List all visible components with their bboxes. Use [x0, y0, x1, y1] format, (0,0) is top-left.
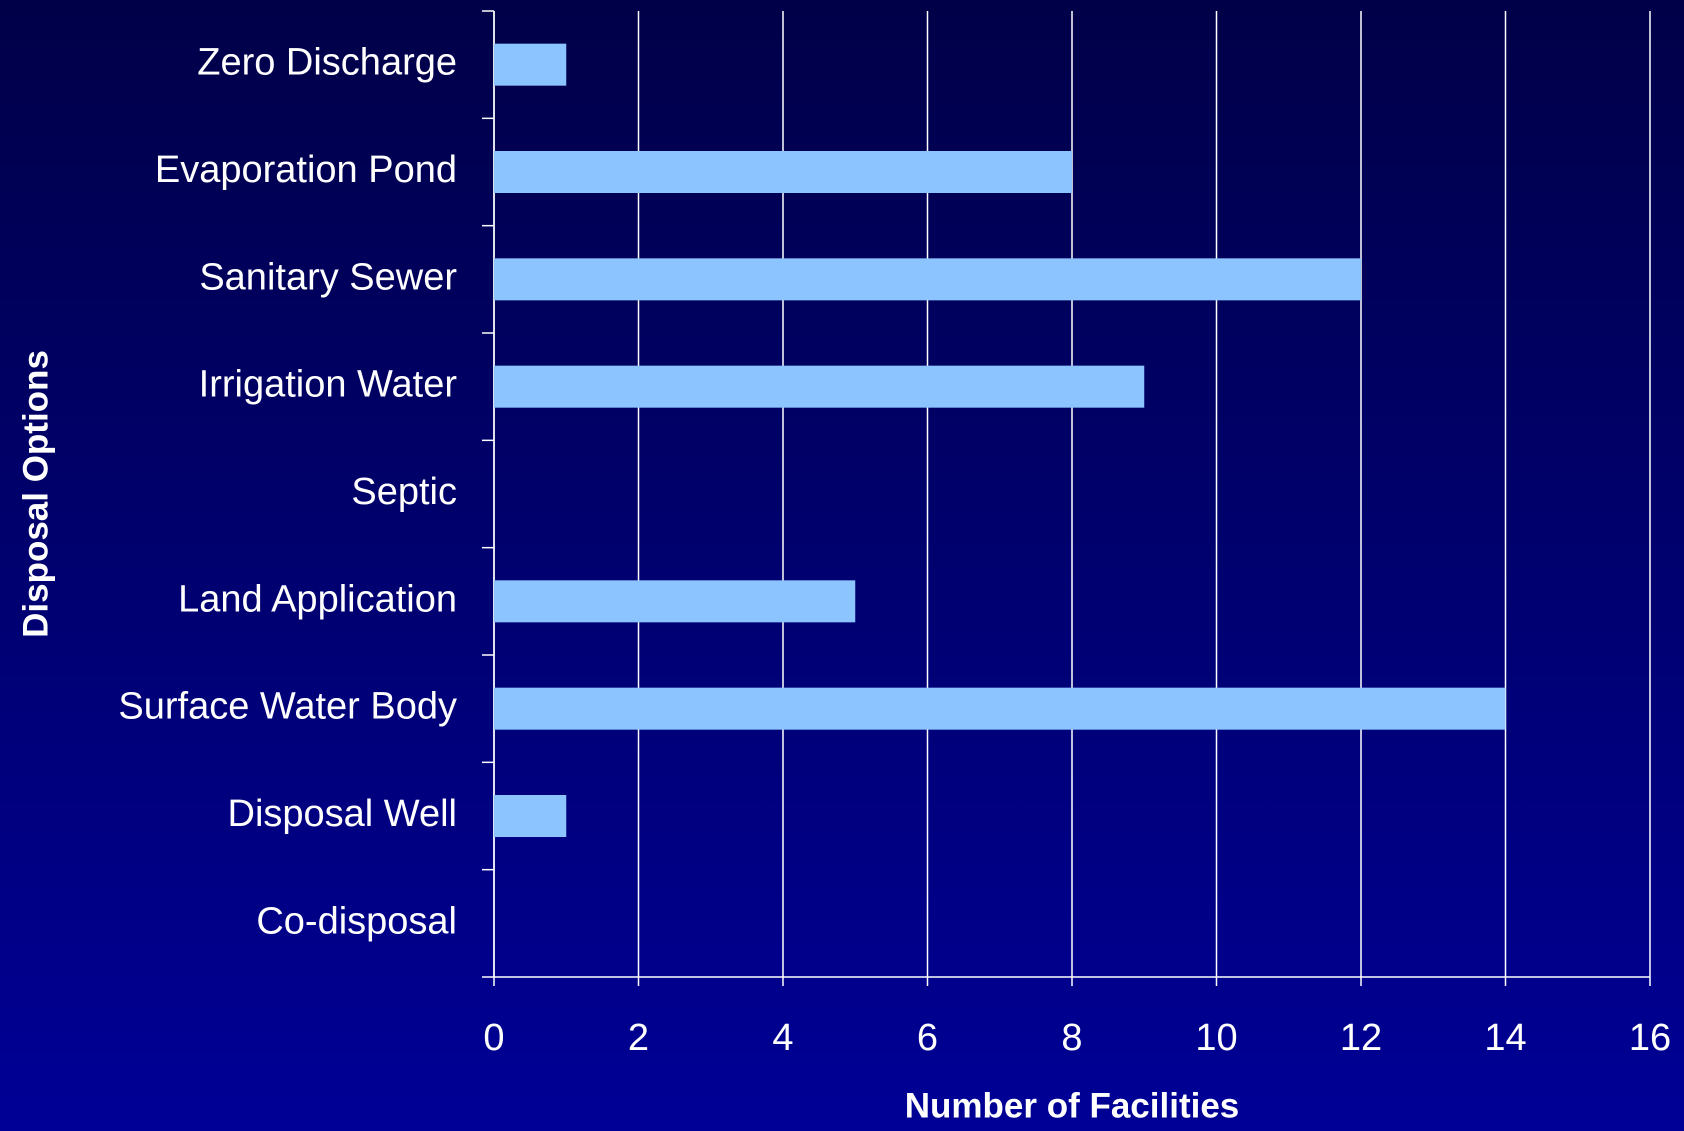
x-tick-label: 12 [1340, 1017, 1382, 1059]
y-tick-label: Land Application [178, 578, 457, 620]
y-axis-title: Disposal Options [16, 350, 55, 638]
bar [494, 580, 856, 623]
bar [494, 258, 1361, 301]
y-tick-label: Zero Discharge [197, 42, 457, 84]
x-tick-label: 0 [483, 1017, 504, 1059]
x-tick-label: 8 [1061, 1017, 1082, 1059]
x-tick-label: 14 [1484, 1017, 1526, 1059]
y-tick-label: Irrigation Water [199, 364, 458, 406]
x-axis-title: Number of Facilities [905, 1086, 1240, 1125]
x-tick-label: 16 [1629, 1017, 1671, 1059]
y-tick-label: Co-disposal [256, 900, 457, 942]
x-tick-label: 6 [917, 1017, 938, 1059]
bar [494, 687, 1506, 730]
y-tick-label: Evaporation Pond [155, 149, 457, 191]
bar [494, 43, 567, 86]
bar [494, 151, 1072, 193]
bar [494, 365, 1145, 408]
y-tick-label: Disposal Well [228, 793, 457, 835]
x-tick-label: 2 [628, 1017, 649, 1059]
y-tick-label: Surface Water Body [118, 686, 457, 728]
y-tick-label: Sanitary Sewer [199, 256, 457, 298]
x-tick-label: 10 [1195, 1017, 1237, 1059]
x-tick-label: 4 [772, 1017, 793, 1059]
y-tick-label: Septic [351, 471, 457, 513]
bar [494, 795, 567, 837]
